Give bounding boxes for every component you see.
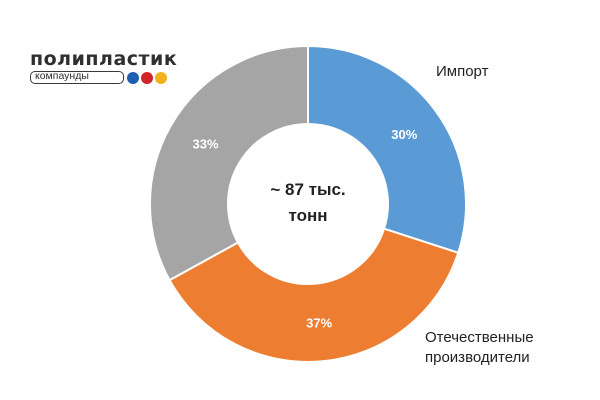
slice-other bbox=[149, 44, 309, 282]
label-domestic-line1: Отечественные bbox=[425, 329, 534, 346]
logo-dot-yellow bbox=[155, 72, 167, 84]
slice-other-value-label: 33% bbox=[193, 136, 219, 151]
logo-subtitle-frame bbox=[30, 71, 124, 84]
logo-name: полипластик bbox=[30, 48, 178, 70]
slice-domestic bbox=[168, 227, 460, 363]
label-import: Импорт bbox=[436, 63, 489, 80]
logo-subtitle: компаунды bbox=[35, 70, 89, 82]
logo-dot-red bbox=[141, 72, 153, 84]
center-text-line-1: ~ 87 тыс. bbox=[270, 180, 345, 199]
center-text-line-2: тонн bbox=[288, 206, 327, 225]
logo-dot-blue bbox=[127, 72, 139, 84]
slice-import-value-label: 30% bbox=[391, 127, 417, 142]
slice-import bbox=[307, 44, 467, 255]
slice-domestic-value-label: 37% bbox=[306, 315, 332, 330]
company-logo: полипластик компаунды bbox=[30, 48, 177, 90]
label-domestic-line2: производители bbox=[425, 349, 530, 366]
